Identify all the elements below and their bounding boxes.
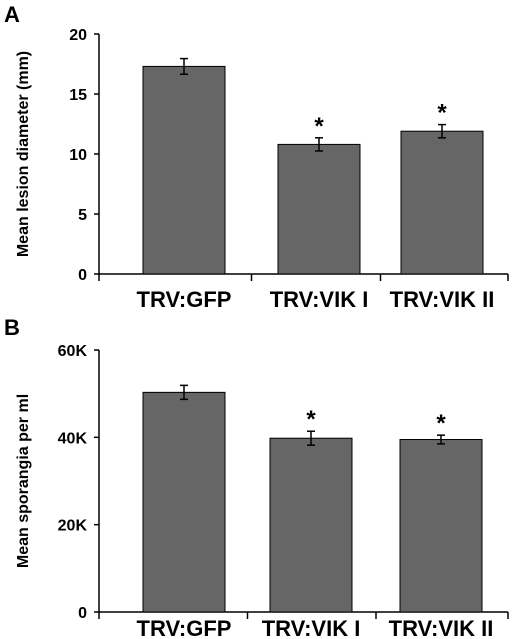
y-tick-label: 60K xyxy=(58,343,88,360)
x-tick-label: TRV:VIK I xyxy=(262,616,361,639)
chart-panel-a: A Mean lesion diameter (mm) 0 5 10 15 20 TRV:GF… xyxy=(4,2,509,312)
y-tick-label: 20K xyxy=(58,518,88,535)
x-tick-label: TRV:VIK I xyxy=(270,287,369,312)
x-tick-label: TRV:GFP xyxy=(137,616,232,639)
y-tick-label: 0 xyxy=(78,267,87,284)
y-tick-label: 15 xyxy=(69,87,87,104)
significance-marker: * xyxy=(306,406,316,433)
y-tick-label: 40K xyxy=(58,430,88,447)
y-axis-label: Mean lesion diameter (mm) xyxy=(15,51,32,257)
y-tick-label: 0 xyxy=(78,605,87,622)
x-tick-label: TRV:GFP xyxy=(137,287,232,312)
panel-letter: A xyxy=(4,2,20,27)
y-axis-label: Mean sporangia per ml xyxy=(15,394,32,568)
y-tick-label: 10 xyxy=(69,147,87,164)
bar xyxy=(269,437,353,613)
bar xyxy=(142,65,226,275)
x-tick-label: TRV:VIK II xyxy=(390,287,495,312)
y-tick-label: 20 xyxy=(69,27,87,44)
significance-marker: * xyxy=(436,410,446,437)
significance-marker: * xyxy=(437,100,447,127)
bar xyxy=(277,143,361,275)
bar xyxy=(400,130,484,275)
x-tick-label: TRV:VIK II xyxy=(389,616,494,639)
panel-letter: B xyxy=(4,315,20,340)
bar xyxy=(142,391,226,613)
bar xyxy=(399,439,483,613)
y-tick-label: 5 xyxy=(78,207,87,224)
chart-panel-b: B Mean sporangia per ml 0 20K 40K 60K TRV:GFP *… xyxy=(4,315,509,639)
significance-marker: * xyxy=(314,113,324,140)
